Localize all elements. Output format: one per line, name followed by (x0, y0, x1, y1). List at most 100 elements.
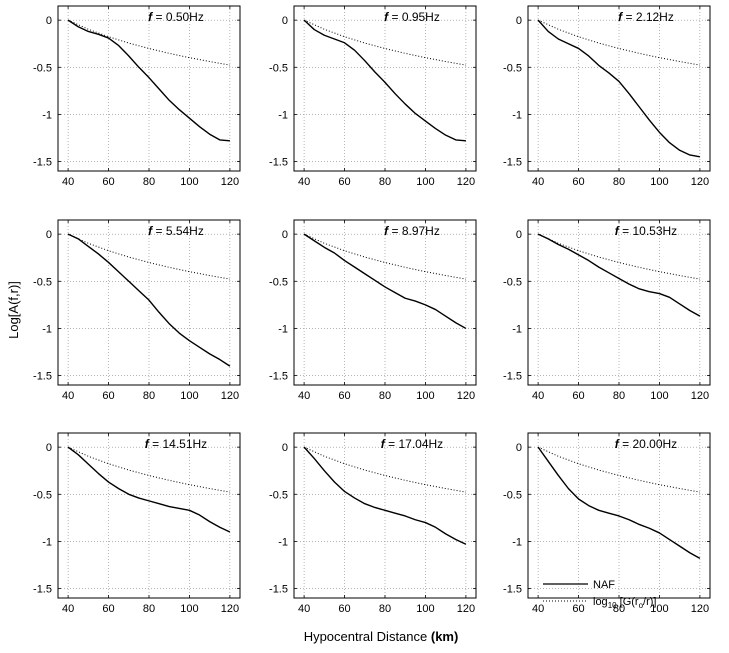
y-tick-label: -1.5 (33, 157, 52, 169)
panel-title-eq: = (388, 224, 402, 238)
x-axis-label: Hypocentral Distance (km) (304, 629, 459, 644)
x-tick-label: 60 (102, 603, 114, 615)
panel-title: f = 0.95Hz (384, 10, 440, 24)
y-tick-label: 0 (516, 229, 522, 241)
x-tick-label: 100 (650, 603, 668, 615)
x-tick-label: 80 (143, 390, 155, 402)
panel-6: 40 60 80 100 120 0 -0.5 -1 -1.5 f = 10.53Hz (503, 219, 711, 402)
geometric-spreading-series (67, 19, 230, 66)
x-tick-label: 40 (62, 176, 74, 188)
legend-geo-prefix: log (593, 596, 608, 608)
naf-series (537, 233, 701, 317)
x-tick-label: 40 (298, 390, 310, 402)
y-tick-label: -0.5 (503, 489, 522, 501)
x-tick-label: 120 (221, 176, 239, 188)
x-tick-label: 120 (691, 390, 709, 402)
panel-title-f: f (145, 437, 150, 451)
x-tick-label: 120 (457, 390, 475, 402)
panel-title-f: f (148, 10, 153, 24)
legend-geo-mid: [G(r (617, 596, 639, 608)
geometric-spreading-series (537, 19, 700, 66)
panel-title: f = 0.50Hz (148, 10, 204, 24)
y-tick-label: -1.5 (503, 584, 522, 596)
y-tick-label: 0 (46, 229, 52, 241)
panel-title: f = 14.51Hz (145, 437, 207, 451)
x-tick-label: 120 (691, 603, 709, 615)
panel-frame (293, 5, 477, 172)
panel-8: 40 60 80 100 120 0 -0.5 -1 -1.5 f = 17.04Hz (269, 432, 477, 615)
geometric-spreading-series (303, 19, 466, 66)
x-tick-label: 60 (102, 176, 114, 188)
y-tick-label: -1 (512, 536, 522, 548)
x-tick-label: 60 (572, 390, 584, 402)
legend-geo-suffix: /r)] (643, 596, 656, 608)
panel-title-f: f (618, 10, 623, 24)
panel-title-value: 17.04Hz (398, 437, 443, 451)
y-tick-label: -1 (512, 323, 522, 335)
x-tick-label: 120 (221, 390, 239, 402)
panel-title-value: 20.00Hz (632, 437, 677, 451)
y-tick-label: 0 (282, 229, 288, 241)
x-tick-label: 80 (143, 176, 155, 188)
panel-7: 40 60 80 100 120 0 -0.5 -1 -1.5 f = 14.51Hz (33, 432, 241, 615)
y-tick-label: -1 (42, 323, 52, 335)
panel-frame (293, 219, 477, 386)
x-tick-label: 40 (298, 176, 310, 188)
naf-series (67, 446, 231, 533)
x-tick-label: 40 (298, 603, 310, 615)
x-tick-label: 60 (338, 603, 350, 615)
x-tick-label: 40 (532, 390, 544, 402)
panel-frame (57, 5, 241, 172)
geometric-spreading-series (67, 233, 230, 280)
y-tick-label: -0.5 (269, 276, 288, 288)
legend-geo-sub: 10 (608, 601, 617, 610)
legend-naf-label: NAF (593, 579, 615, 591)
x-tick-label: 80 (143, 603, 155, 615)
panel-frame (527, 219, 711, 386)
panel-frame (293, 432, 477, 599)
naf-series (537, 19, 701, 158)
panel-title-eq: = (152, 224, 166, 238)
y-tick-label: -1 (278, 536, 288, 548)
panel-1: 40 60 80 100 120 0 -0.5 -1 -1.5 f = 0.50Hz (33, 5, 241, 188)
panel-title-value: 0.50Hz (166, 10, 204, 24)
panel-title-value: 0.95Hz (402, 10, 440, 24)
panel-title-eq: = (385, 437, 399, 451)
x-tick-label: 80 (613, 603, 625, 615)
panel-title: f = 17.04Hz (381, 437, 443, 451)
panel-title-eq: = (388, 10, 402, 24)
naf-series (303, 233, 467, 330)
y-tick-label: 0 (516, 15, 522, 27)
y-tick-label: -1 (278, 109, 288, 121)
x-tick-label: 60 (572, 176, 584, 188)
y-tick-label: -1.5 (33, 371, 52, 383)
y-tick-label: 0 (46, 15, 52, 27)
x-tick-label: 60 (102, 390, 114, 402)
y-tick-label: 0 (516, 442, 522, 454)
panel-title-eq: = (619, 224, 633, 238)
x-tick-label: 40 (532, 176, 544, 188)
y-tick-label: 0 (282, 442, 288, 454)
x-tick-label: 120 (221, 603, 239, 615)
x-tick-label: 100 (650, 390, 668, 402)
y-tick-label: -0.5 (269, 62, 288, 74)
geometric-spreading-series (67, 446, 230, 493)
y-tick-label: -1.5 (269, 157, 288, 169)
panel-title-value: 14.51Hz (162, 437, 207, 451)
panel-3: 40 60 80 100 120 0 -0.5 -1 -1.5 f = 2.12Hz (503, 5, 711, 188)
panel-title-eq: = (149, 437, 163, 451)
naf-series (303, 446, 467, 545)
x-tick-label: 80 (379, 176, 391, 188)
panel-title-f: f (384, 10, 389, 24)
y-tick-label: 0 (282, 15, 288, 27)
y-tick-label: -1 (42, 109, 52, 121)
x-tick-label: 120 (691, 176, 709, 188)
panel-title-value: 8.97Hz (402, 224, 440, 238)
y-tick-label: -0.5 (269, 489, 288, 501)
x-tick-label: 100 (180, 603, 198, 615)
x-tick-label: 40 (62, 603, 74, 615)
y-tick-label: 0 (46, 442, 52, 454)
x-tick-label: 100 (416, 390, 434, 402)
